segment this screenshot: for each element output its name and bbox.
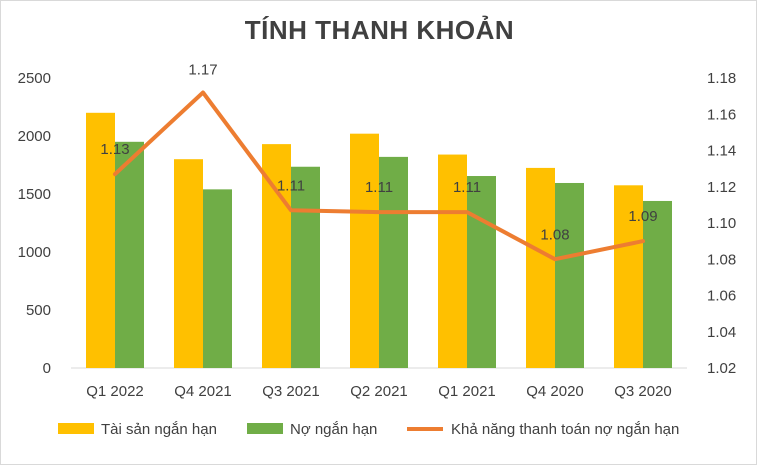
line-data-label: 1.08 bbox=[540, 226, 569, 243]
x-tick-label: Q1 2021 bbox=[438, 383, 496, 400]
line-data-label: 1.11 bbox=[365, 179, 393, 196]
bar-no-ngan-han bbox=[643, 200, 672, 368]
x-tick-label: Q2 2021 bbox=[350, 383, 408, 400]
bar-tai-san-ngan-han bbox=[86, 112, 115, 368]
bar-tai-san-ngan-han bbox=[174, 159, 203, 368]
bar-tai-san-ngan-han bbox=[438, 154, 467, 368]
line-data-label: 1.13 bbox=[100, 141, 129, 158]
y-right-tick-label: 1.08 bbox=[707, 251, 736, 268]
bar-tai-san-ngan-han bbox=[350, 133, 379, 368]
chart-title: TÍNH THANH KHOẢN bbox=[244, 15, 515, 45]
y-left-tick-label: 1500 bbox=[18, 186, 51, 203]
y-right-tick-label: 1.06 bbox=[707, 288, 736, 305]
x-tick-label: Q4 2021 bbox=[174, 383, 232, 400]
bar-no-ngan-han bbox=[291, 166, 320, 368]
y-left-tick-label: 2000 bbox=[18, 128, 51, 145]
x-tick-label: Q3 2021 bbox=[262, 383, 320, 400]
bar-tai-san-ngan-han bbox=[262, 144, 291, 368]
y-right-tick-label: 1.10 bbox=[707, 215, 736, 232]
line-data-label: 1.09 bbox=[628, 208, 657, 225]
bar-no-ngan-han bbox=[467, 176, 496, 368]
y-right-tick-label: 1.02 bbox=[707, 360, 736, 377]
y-left-tick-label: 2500 bbox=[18, 70, 51, 87]
legend-label-no-ngan-han: Nợ ngắn hạn bbox=[290, 421, 377, 438]
x-tick-label: Q4 2020 bbox=[526, 383, 584, 400]
bar-tai-san-ngan-han bbox=[614, 185, 643, 368]
y-right-tick-label: 1.04 bbox=[707, 324, 736, 341]
x-tick-label: Q3 2020 bbox=[614, 383, 672, 400]
x-tick-label: Q1 2022 bbox=[86, 383, 144, 400]
line-data-label: 1.11 bbox=[453, 179, 481, 196]
y-right-tick-label: 1.14 bbox=[707, 143, 736, 160]
y-right-tick-label: 1.16 bbox=[707, 106, 736, 123]
y-right-tick-label: 1.18 bbox=[707, 70, 736, 87]
line-data-label: 1.17 bbox=[188, 62, 217, 79]
y-left-tick-label: 0 bbox=[43, 360, 51, 377]
y-right-tick-label: 1.12 bbox=[707, 179, 736, 196]
line-kha-nang-thanh-toan bbox=[113, 90, 645, 262]
legend-swatch-no-ngan-han bbox=[247, 423, 283, 434]
line-data-label: 1.11 bbox=[277, 177, 305, 194]
legend-swatch-tai-san-ngan-han bbox=[58, 423, 94, 434]
bar-no-ngan-han bbox=[115, 141, 144, 368]
bar-tai-san-ngan-han bbox=[526, 167, 555, 368]
bar-no-ngan-han bbox=[379, 156, 408, 368]
y-left-tick-label: 500 bbox=[26, 302, 51, 319]
legend-label-tai-san-ngan-han: Tài sản ngắn hạn bbox=[101, 421, 217, 438]
legend-label-kha-nang-thanh-toan: Khả năng thanh toán nợ ngắn hạn bbox=[451, 421, 679, 438]
bar-no-ngan-han bbox=[203, 189, 232, 368]
bar-no-ngan-han bbox=[555, 182, 584, 368]
y-left-tick-label: 1000 bbox=[18, 244, 51, 261]
